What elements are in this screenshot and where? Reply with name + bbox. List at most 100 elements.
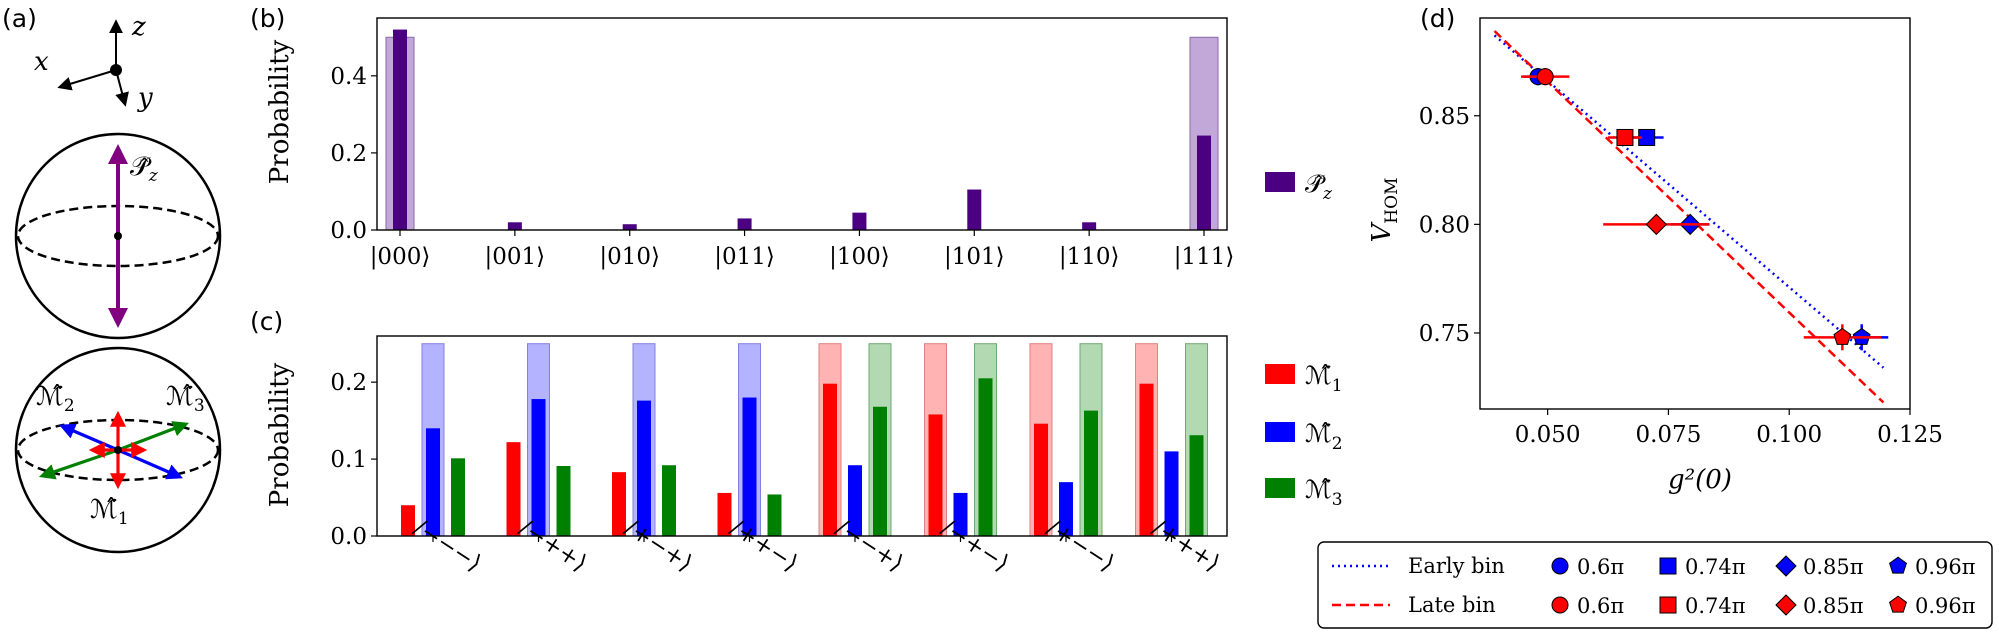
y-tick-label: 0.4 <box>330 64 367 90</box>
x-tick-label: 0.125 <box>1877 422 1943 448</box>
bar-m2 <box>742 397 757 536</box>
panel-a: (a) z x y 𝒫̂z <box>2 4 222 554</box>
x-tick-label: 0.100 <box>1756 422 1822 448</box>
panel-b-frame <box>376 17 1228 231</box>
panel-b-ylabel: Probability <box>265 39 295 184</box>
x-tick-label: |101⟩ <box>944 244 1005 270</box>
sphere-bottom: ℳ̂2 ℳ̂3 ℳ̂1 <box>14 346 222 554</box>
legend-marker-label: 0.74π <box>1685 594 1746 618</box>
legend-marker-square <box>1659 557 1677 575</box>
bar-pz <box>507 222 522 230</box>
bar-m1 <box>928 414 943 536</box>
y-tick-label: 0.80 <box>1419 212 1470 238</box>
y-tick-label: 0.2 <box>330 370 367 396</box>
bar-m2 <box>426 428 440 536</box>
legend-swatch-m2 <box>1265 422 1295 442</box>
bar-m3 <box>556 466 571 536</box>
legend-label-m1: ℳ̂1 <box>1305 361 1343 396</box>
legend-label-m2: ℳ̂2 <box>1305 419 1343 454</box>
panel-a-tag: (a) <box>2 4 37 33</box>
fit-line-early-bin <box>1493 34 1885 369</box>
x-tick-label: |010⟩ <box>599 244 660 270</box>
panel-b-plot: |000⟩ |001⟩ |010⟩ |011⟩ |100⟩ |101⟩ |110⟩ |111⟩… <box>330 29 1235 270</box>
bar-m3 <box>451 458 465 536</box>
panel-c-frame <box>376 335 1228 537</box>
legend-markers: 0.6π 0.74π 0.85π 0.96π 0.6π 0.74π 0.85π 0.96π <box>1551 555 1976 618</box>
legend-label-pz: 𝒫̂z <box>1305 169 1333 204</box>
legend-marker-circle <box>1551 596 1569 614</box>
legend-swatch-m1 <box>1265 364 1295 384</box>
bar-m2 <box>531 399 546 536</box>
axis-z-label: z <box>131 12 146 42</box>
panel-b: (b) Probability |000⟩ |001⟩ |010⟩ |011⟩ |100… <box>250 4 1333 270</box>
y-tick-label: 0.1 <box>330 447 367 473</box>
panel-c-plot: /−−−⟩/−++⟩/+−+⟩/++−⟩/−−+⟩/−+−⟩/+−−⟩/+++⟩… <box>330 343 1224 577</box>
legend-marker-circle <box>1551 557 1569 575</box>
bar-m3 <box>767 494 782 536</box>
legend-marker-label: 0.96π <box>1915 555 1976 579</box>
axis-y-label: y <box>137 83 153 113</box>
bar-pz <box>622 224 637 230</box>
sphere-top: 𝒫̂z <box>14 132 222 340</box>
x-tick-label: |110⟩ <box>1059 244 1120 270</box>
coordinate-axes: z x y <box>34 12 153 113</box>
x-tick-label: /−++⟩ <box>515 515 592 577</box>
panel-b-tag: (b) <box>250 4 285 33</box>
bar-m3 <box>873 406 887 536</box>
legend-early-label: Early bin <box>1408 554 1505 578</box>
x-tick-label: |111⟩ <box>1174 244 1235 270</box>
point-late-pentagon <box>1833 327 1852 345</box>
bar-m2 <box>1059 482 1073 536</box>
point-late-circle <box>1536 68 1554 86</box>
legend-marker-label: 0.85π <box>1803 555 1864 579</box>
point-late-square <box>1616 128 1634 146</box>
legend-marker-label: 0.96π <box>1915 594 1976 618</box>
bar-m2 <box>953 492 968 536</box>
legend-marker-diamond <box>1775 555 1797 577</box>
bar-m2 <box>637 400 651 536</box>
panel-d-legend: Early bin Late bin 0.6π 0.74π 0.85π 0.96π0.… <box>1317 541 1993 629</box>
x-tick-label: 0.050 <box>1515 422 1581 448</box>
point-late-diamond <box>1645 213 1668 236</box>
bar-pz <box>1082 222 1097 230</box>
x-tick-label: /++−⟩ <box>726 515 803 577</box>
x-tick-label: |011⟩ <box>714 244 775 270</box>
bar-m2 <box>848 465 862 536</box>
x-tick-label: 0.075 <box>1635 422 1701 448</box>
legend-swatch-m3 <box>1265 478 1295 498</box>
bar-m1 <box>506 442 521 536</box>
axis-x-label: x <box>34 47 49 77</box>
legend-marker-square <box>1659 596 1677 614</box>
panel-d-ylabel: VHOM <box>1367 178 1402 243</box>
x-tick-label: |001⟩ <box>485 244 546 270</box>
bar-m1 <box>823 383 837 536</box>
x-tick-label: |100⟩ <box>829 244 890 270</box>
x-tick-label: /+−+⟩ <box>620 515 697 577</box>
panel-c: (c) Probability /−−−⟩/−++⟩/+−+⟩/++−⟩/−−+… <box>250 307 1343 577</box>
op-m2-label: ℳ̂2 <box>36 382 75 416</box>
bar-m1 <box>1034 423 1048 536</box>
bar-m1 <box>717 492 732 536</box>
op-m1-label: ℳ̂1 <box>90 495 129 529</box>
legend-marker-pentagon <box>1889 595 1907 613</box>
legend-label-m3: ℳ̂3 <box>1305 475 1343 510</box>
bar-m1 <box>401 505 415 536</box>
panel-c-ylabel: Probability <box>265 362 295 507</box>
panel-d: (d) VHOM g²(0) 0.050 0.075 0.100 0.1250.750… <box>1367 4 1943 495</box>
panel-c-tag: (c) <box>250 307 283 336</box>
y-tick-label: 0.2 <box>330 141 367 167</box>
x-tick-label: /−−−⟩ <box>409 515 486 577</box>
y-tick-label: 0.0 <box>330 218 367 244</box>
legend-marker-label: 0.74π <box>1685 555 1746 579</box>
bar-m3 <box>1084 410 1098 536</box>
op-pz-label: 𝒫̂z <box>130 152 159 186</box>
bar-m3 <box>1189 435 1204 536</box>
op-m3-label: ℳ̂3 <box>166 382 205 416</box>
legend-marker-label: 0.6π <box>1577 555 1624 579</box>
panel-d-tag: (d) <box>1420 4 1455 33</box>
panel-b-legend: 𝒫̂z <box>1265 169 1333 204</box>
panel-d-plot: 0.050 0.075 0.100 0.125 0.75 0.80 0.85 <box>1419 30 1943 448</box>
x-tick-label: |000⟩ <box>370 244 431 270</box>
bar-pz <box>393 29 407 231</box>
